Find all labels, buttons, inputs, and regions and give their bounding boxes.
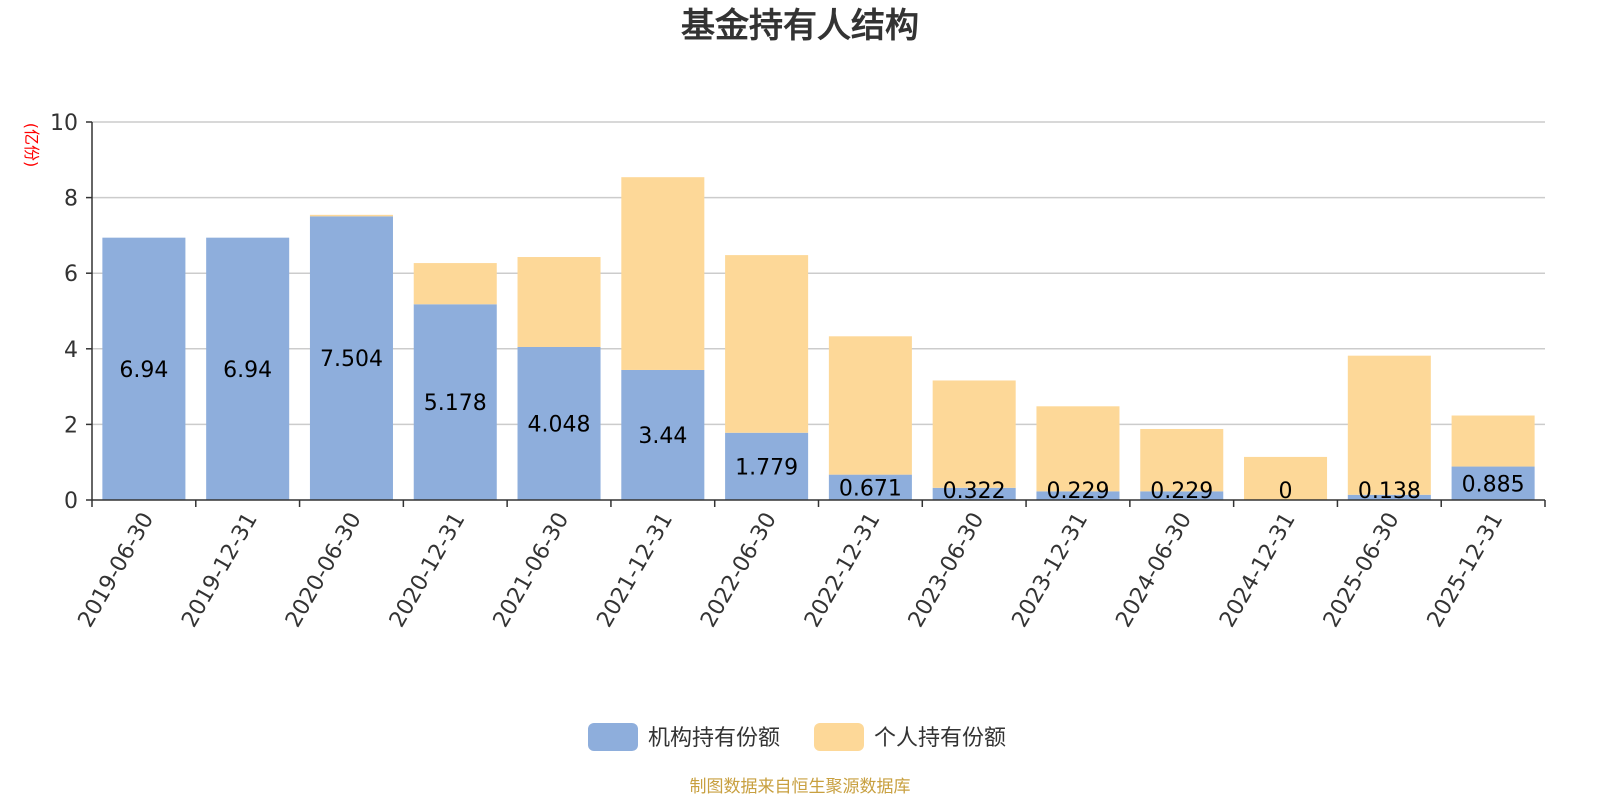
- bar-institutional-2019-12-31[interactable]: [206, 237, 290, 500]
- bar-institutional-2024-06-30[interactable]: [1140, 491, 1224, 500]
- x-tick-label: 2022-06-30: [696, 509, 782, 632]
- bar-individual-2024-06-30[interactable]: [1140, 428, 1224, 492]
- bar-institutional-2025-06-30[interactable]: [1347, 494, 1431, 500]
- y-tick-label: 10: [50, 111, 78, 136]
- bar-individual-2025-06-30[interactable]: [1347, 355, 1431, 495]
- x-tick-label: 2023-12-31: [1008, 509, 1094, 632]
- data-label-institutional-2022-12-31: 0.671: [839, 476, 902, 501]
- x-tick-label: 2020-12-31: [385, 509, 471, 632]
- legend-item-institutional[interactable]: 机构持有份额: [588, 723, 780, 751]
- chart-title: 基金持有人结构: [681, 6, 919, 46]
- bar-institutional-2020-06-30[interactable]: [309, 216, 393, 500]
- data-label-institutional-2021-12-31: 3.44: [638, 424, 687, 449]
- bar-institutional-2023-12-31[interactable]: [1036, 491, 1120, 500]
- bar-individual-2021-06-30[interactable]: [517, 257, 601, 347]
- bar-individual-2021-12-31[interactable]: [621, 177, 705, 370]
- bar-individual-2023-06-30[interactable]: [932, 380, 1016, 488]
- x-tick-label: 2025-06-30: [1319, 509, 1405, 632]
- data-label-institutional-2019-12-31: 6.94: [223, 358, 272, 383]
- bar-institutional-2022-12-31[interactable]: [828, 474, 912, 500]
- bar-individual-2024-12-31[interactable]: [1244, 456, 1328, 500]
- data-label-institutional-2025-06-30: 0.138: [1358, 479, 1421, 504]
- data-label-institutional-2024-12-31: 0: [1279, 479, 1293, 504]
- data-label-institutional-2023-12-31: 0.229: [1046, 479, 1109, 504]
- legend-label: 个人持有份额: [874, 726, 1006, 751]
- x-tick-label: 2020-06-30: [281, 509, 367, 632]
- legend[interactable]: 机构持有份额 个人持有份额: [588, 723, 1006, 751]
- y-tick-label: 6: [64, 262, 78, 287]
- x-tick-label: 2025-12-31: [1423, 509, 1509, 632]
- data-label-institutional-2023-06-30: 0.322: [943, 479, 1006, 504]
- data-labels: 6.94 6.94 7.504 5.178 4.048 3.44 1.779 0.671 0.3…: [119, 347, 1524, 504]
- bar-individual-2023-12-31[interactable]: [1036, 406, 1120, 492]
- y-tick-label: 2: [64, 413, 78, 438]
- bar-individual-2020-06-30[interactable]: [309, 214, 393, 217]
- bar-institutional-2022-06-30[interactable]: [725, 432, 809, 500]
- y-tick-label: 4: [64, 338, 78, 363]
- bar-individual-2022-06-30[interactable]: [725, 255, 809, 433]
- bar-institutional-2021-12-31[interactable]: [621, 369, 705, 500]
- data-label-institutional-2024-06-30: 0.229: [1150, 479, 1213, 504]
- y-tick-label: 0: [64, 489, 78, 514]
- bar-institutional-2023-06-30[interactable]: [932, 487, 1016, 500]
- bar-individual-2022-12-31[interactable]: [828, 336, 912, 475]
- x-tick-label: 2019-06-30: [74, 509, 160, 632]
- data-label-institutional-2019-06-30: 6.94: [119, 358, 168, 383]
- x-tick-label: 2024-12-31: [1215, 509, 1301, 632]
- data-label-institutional-2025-12-31: 0.885: [1462, 472, 1525, 497]
- bar-institutional-2021-06-30[interactable]: [517, 346, 601, 500]
- legend-swatch: [588, 723, 638, 751]
- x-tick-label: 2019-12-31: [177, 509, 263, 632]
- data-label-institutional-2020-06-30: 7.504: [320, 347, 383, 372]
- data-label-institutional-2021-06-30: 4.048: [528, 412, 591, 437]
- bar-institutional-2025-12-31[interactable]: [1451, 466, 1535, 500]
- legend-label: 机构持有份额: [648, 726, 780, 751]
- x-tick-label: 2024-06-30: [1111, 509, 1197, 632]
- bar-individual-2025-12-31[interactable]: [1451, 415, 1535, 467]
- bar-individual-2020-12-31[interactable]: [413, 263, 497, 305]
- x-tick-label: 2022-12-31: [800, 509, 886, 632]
- bar-institutional-2020-12-31[interactable]: [413, 304, 497, 500]
- data-label-institutional-2022-06-30: 1.779: [735, 455, 798, 480]
- x-tick-label: 2023-06-30: [904, 509, 990, 632]
- x-tick-label: 2021-06-30: [489, 509, 575, 632]
- bars: [102, 177, 1535, 500]
- x-tick-label: 2021-12-31: [592, 509, 678, 632]
- legend-swatch: [814, 723, 864, 751]
- source-note: 制图数据来自恒生聚源数据库: [690, 777, 911, 797]
- legend-item-individual[interactable]: 个人持有份额: [814, 723, 1006, 751]
- y-tick-label: 8: [64, 187, 78, 212]
- bar-institutional-2019-06-30[interactable]: [102, 237, 186, 500]
- y-axis-unit-label: (亿份): [22, 123, 41, 168]
- data-label-institutional-2020-12-31: 5.178: [424, 391, 487, 416]
